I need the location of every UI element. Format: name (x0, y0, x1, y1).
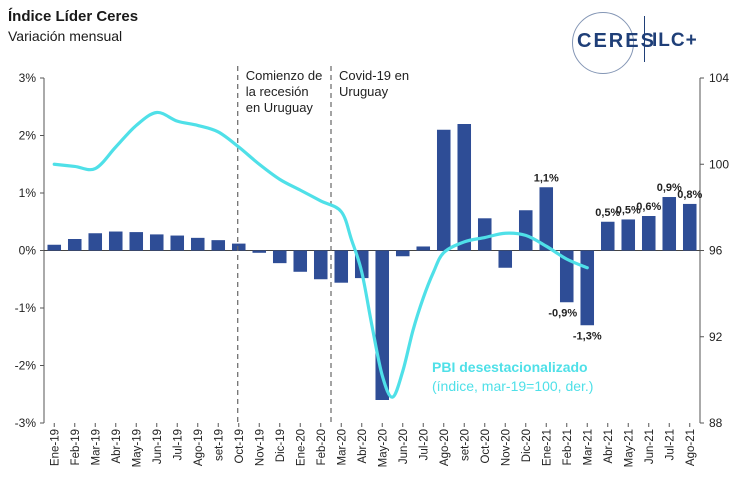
bar-Jun-19 (149, 234, 164, 251)
x-axis-tick-label: Ago-20 (439, 429, 451, 466)
right-axis-tick-label: 96 (709, 244, 723, 258)
bar-Feb-19 (67, 239, 82, 251)
event-label-2: Uruguay (339, 84, 389, 99)
bar-Ago-21 (682, 203, 697, 251)
bar-Ago-19 (190, 237, 205, 251)
left-axis-tick-label: -1% (15, 301, 37, 315)
bar-May-19 (129, 232, 144, 251)
bar-Mar-19 (88, 233, 103, 251)
data-label: 0,6% (636, 201, 661, 213)
bar-Mar-21 (580, 250, 595, 326)
x-axis-tick-label: Oct-20 (480, 429, 492, 464)
bar-May-21 (621, 219, 636, 251)
x-axis-tick-label: Jul-20 (418, 429, 430, 460)
data-label: -0,9% (548, 307, 577, 319)
bar-Jun-20 (395, 250, 410, 257)
bar-Ago-20 (436, 129, 451, 251)
logo-circle-icon (572, 12, 634, 74)
left-axis-tick-label: -2% (15, 359, 37, 373)
x-axis-tick-label: Jul-19 (172, 429, 184, 460)
x-axis-tick-label: Ene-19 (49, 429, 61, 466)
event-label-1: la recesión (246, 84, 309, 99)
x-axis-tick-label: May-19 (131, 429, 143, 467)
bar-Jul-21 (662, 197, 677, 251)
data-label: 0,9% (657, 182, 682, 194)
logo-brand-left: CERES (577, 30, 656, 52)
bar-Jul-19 (170, 235, 185, 251)
right-axis-tick-label: 88 (709, 416, 723, 430)
x-axis-tick-label: set-20 (459, 429, 471, 461)
x-axis-tick-label: Nov-20 (500, 429, 512, 466)
x-axis-tick-label: Ago-19 (193, 429, 205, 466)
data-label: 0,5% (595, 207, 620, 219)
bar-Nov-20 (498, 250, 513, 268)
x-axis-tick-label: May-20 (377, 429, 389, 467)
x-axis-tick-label: Jul-21 (664, 429, 676, 460)
x-axis-tick-label: Feb-20 (316, 429, 328, 465)
right-axis-tick-label: 92 (709, 330, 723, 344)
right-axis-tick-label: 100 (709, 157, 729, 171)
x-axis-tick-label: Jun-21 (644, 429, 656, 464)
bar-Ene-19 (47, 244, 62, 251)
x-axis-tick-label: Mar-19 (90, 429, 102, 465)
event-label-1: en Uruguay (246, 100, 314, 115)
data-label: 0,8% (677, 189, 702, 201)
x-axis-tick-label: Abr-19 (111, 429, 123, 464)
pbi-line (52, 110, 589, 399)
x-axis-tick-label: Abr-20 (357, 429, 369, 464)
left-axis-tick-label: 2% (19, 129, 37, 143)
chart-subtitle: Variación mensual (8, 28, 123, 44)
x-axis-tick-label: Dic-19 (275, 429, 287, 462)
pbi-annotation-label: (índice, mar-19=100, der.) (432, 378, 593, 394)
logo-brand-right: ILC+ (652, 30, 698, 51)
x-axis-tick-label: Jun-20 (398, 429, 410, 464)
bar-Feb-20 (313, 250, 328, 280)
bar-Jun-21 (641, 216, 656, 251)
x-axis-tick-label: Ene-20 (295, 429, 307, 466)
x-axis-tick-label: Mar-20 (336, 429, 348, 465)
bar-Dic-19 (272, 250, 287, 264)
x-axis-tick-label: Feb-21 (562, 429, 574, 465)
bar-Mar-20 (334, 250, 349, 283)
left-axis-tick-label: 1% (19, 186, 37, 200)
x-axis-tick-label: Oct-19 (234, 429, 246, 464)
x-axis-tick-label: Ago-21 (685, 429, 697, 466)
chart-title: Índice Líder Ceres (8, 8, 139, 25)
bar-Feb-21 (559, 250, 574, 303)
x-axis-tick-label: set-19 (213, 429, 225, 461)
event-label-1: Comienzo de (246, 68, 323, 83)
data-label: 1,1% (534, 172, 559, 184)
x-axis-tick-label: Abr-21 (603, 429, 615, 464)
bar-Nov-19 (252, 250, 267, 253)
bar-set-20 (457, 124, 472, 251)
x-axis-tick-label: May-21 (623, 429, 635, 467)
bar-Ene-21 (539, 187, 554, 251)
data-label: -1,3% (573, 330, 602, 342)
bar-Dic-20 (518, 210, 533, 251)
x-axis-tick-label: Ene-21 (541, 429, 553, 466)
x-axis-tick-label: Mar-21 (582, 429, 594, 465)
left-axis-tick-label: 3% (19, 71, 37, 85)
x-axis-tick-label: Jun-19 (152, 429, 164, 464)
pbi-annotation-label: PBI desestacionalizado (432, 359, 588, 375)
x-axis-tick-label: Feb-19 (70, 429, 82, 465)
left-axis-tick-label: 0% (19, 244, 37, 258)
left-axis-tick-label: -3% (15, 416, 37, 430)
x-axis-tick-label: Nov-19 (254, 429, 266, 466)
x-axis-tick-label: Dic-20 (521, 429, 533, 462)
bar-Abr-19 (108, 231, 123, 251)
bar-set-19 (211, 240, 226, 251)
event-label-2: Covid-19 en (339, 68, 409, 83)
data-label: 0,5% (616, 204, 641, 216)
bar-Abr-21 (600, 221, 615, 251)
logo-divider (644, 16, 645, 62)
bar-Jul-20 (416, 246, 431, 251)
right-axis-tick-label: 104 (709, 71, 729, 85)
ceres-logo: CERES ILC+ (572, 8, 742, 74)
bar-Oct-19 (231, 243, 246, 251)
bar-Oct-20 (477, 218, 492, 251)
bar-Ene-20 (293, 250, 308, 272)
